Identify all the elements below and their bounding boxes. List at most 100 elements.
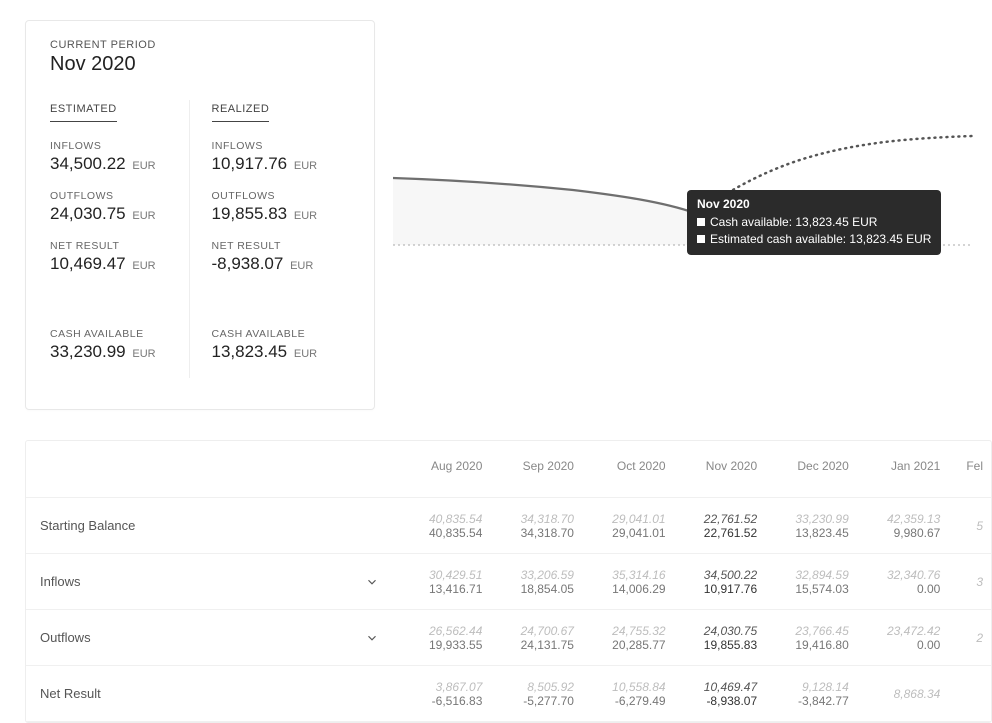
- metric-number: -8,938.07: [212, 254, 284, 273]
- cell-realized: -6,279.49: [582, 694, 666, 708]
- current-period-label: CURRENT PERIOD: [50, 39, 350, 51]
- cell-estimated: 34,500.22: [674, 568, 758, 582]
- cash-chart[interactable]: Nov 2020 Cash available: 13,823.45 EUR E…: [393, 20, 992, 410]
- table-cell: 42,359.139,980.67: [857, 498, 949, 554]
- table-cell: 33,206.5918,854.05: [490, 554, 582, 610]
- metric-label: CASH AVAILABLE: [212, 328, 351, 340]
- realized-cash-available: CASH AVAILABLE 13,823.45 EUR: [212, 328, 351, 362]
- row-label: Starting Balance: [26, 498, 399, 554]
- table-row: Starting Balance40,835.5440,835.5434,318…: [26, 498, 991, 554]
- cell-realized: 19,416.80: [765, 638, 849, 652]
- cell-estimated: 40,835.54: [399, 512, 483, 526]
- metric-currency: EUR: [290, 260, 313, 272]
- table-cell: 23,472.420.00: [857, 610, 949, 666]
- metric-number: 34,500.22: [50, 154, 126, 173]
- table-cell: 23,766.4519,416.80: [765, 610, 857, 666]
- current-period-card: CURRENT PERIOD Nov 2020 ESTIMATED INFLOW…: [25, 20, 375, 410]
- metric-label: INFLOWS: [50, 140, 189, 152]
- estimated-column: ESTIMATED INFLOWS 34,500.22 EUR OUTFLOWS…: [50, 100, 189, 378]
- metric-value: 10,469.47 EUR: [50, 254, 189, 274]
- current-period-value: Nov 2020: [50, 53, 350, 76]
- metric-label: NET RESULT: [50, 240, 189, 252]
- table-cell: 29,041.0129,041.01: [582, 498, 674, 554]
- metric-number: 33,230.99: [50, 342, 126, 361]
- cell-estimated: 9,128.14: [765, 680, 849, 694]
- realized-inflows: INFLOWS 10,917.76 EUR: [212, 140, 351, 174]
- table-column-header: Dec 2020: [765, 441, 857, 498]
- cell-realized: 10,917.76: [674, 582, 758, 596]
- cell-estimated: 2: [948, 631, 983, 645]
- cell-realized: -5,277.70: [490, 694, 574, 708]
- metric-currency: EUR: [132, 160, 155, 172]
- table-cell: 22,761.5222,761.52: [674, 498, 766, 554]
- forecast-table: Aug 2020Sep 2020Oct 2020Nov 2020Dec 2020…: [25, 440, 992, 723]
- table-row: Inflows30,429.5113,416.7133,206.5918,854…: [26, 554, 991, 610]
- cell-realized: 24,131.75: [490, 638, 574, 652]
- metric-currency: EUR: [132, 348, 155, 360]
- chevron-down-icon[interactable]: [365, 631, 379, 645]
- cell-realized: 40,835.54: [399, 526, 483, 540]
- estimated-outflows: OUTFLOWS 24,030.75 EUR: [50, 190, 189, 224]
- cell-estimated: 5: [948, 519, 983, 533]
- table-cell: 10,558.84-6,279.49: [582, 666, 674, 722]
- metric-currency: EUR: [132, 260, 155, 272]
- metric-currency: EUR: [294, 210, 317, 222]
- metric-currency: EUR: [294, 348, 317, 360]
- cell-estimated: 26,562.44: [399, 624, 483, 638]
- cell-realized: -8,938.07: [674, 694, 758, 708]
- metric-number: 13,823.45: [212, 342, 288, 361]
- metric-value: 13,823.45 EUR: [212, 342, 351, 362]
- cell-estimated: 35,314.16: [582, 568, 666, 582]
- cell-realized: 9,980.67: [857, 526, 941, 540]
- cell-estimated: 24,700.67: [490, 624, 574, 638]
- cell-realized: 13,416.71: [399, 582, 483, 596]
- table-column-header: Oct 2020: [582, 441, 674, 498]
- cell-realized: 20,285.77: [582, 638, 666, 652]
- table-cell: [948, 666, 991, 722]
- row-label[interactable]: Outflows: [26, 610, 399, 666]
- cell-realized: 0.00: [857, 638, 941, 652]
- metric-label: OUTFLOWS: [212, 190, 351, 202]
- table-cell: 34,500.2210,917.76: [674, 554, 766, 610]
- table-cell: 8,868.34: [857, 666, 949, 722]
- chart-dotted-line: [693, 136, 973, 216]
- cell-estimated: 32,340.76: [857, 568, 941, 582]
- row-label[interactable]: Inflows: [26, 554, 399, 610]
- metric-label: CASH AVAILABLE: [50, 328, 189, 340]
- metric-value: 34,500.22 EUR: [50, 154, 189, 174]
- estimated-cash-available: CASH AVAILABLE 33,230.99 EUR: [50, 328, 189, 362]
- table-cell: 30,429.5113,416.71: [399, 554, 491, 610]
- metric-value: 19,855.83 EUR: [212, 204, 351, 224]
- table-cell: 32,894.5915,574.03: [765, 554, 857, 610]
- chevron-down-icon[interactable]: [365, 575, 379, 589]
- cell-realized: -3,842.77: [765, 694, 849, 708]
- table-cell: 33,230.9913,823.45: [765, 498, 857, 554]
- table-cell: 35,314.1614,006.29: [582, 554, 674, 610]
- cell-realized: 15,574.03: [765, 582, 849, 596]
- table-cell: 8,505.92-5,277.70: [490, 666, 582, 722]
- table-column-header: Aug 2020: [399, 441, 491, 498]
- cell-realized: 19,933.55: [399, 638, 483, 652]
- metric-number: 19,855.83: [212, 204, 288, 223]
- table-column-header: Fel: [948, 441, 991, 498]
- table-cell: 24,700.6724,131.75: [490, 610, 582, 666]
- table-row: Outflows26,562.4419,933.55 24,700.6724,13…: [26, 610, 991, 666]
- cell-realized: 22,761.52: [674, 526, 758, 540]
- cell-estimated: 23,766.45: [765, 624, 849, 638]
- table-column-header: Sep 2020: [490, 441, 582, 498]
- cell-estimated: 30,429.51: [399, 568, 483, 582]
- cell-estimated: 8,505.92: [490, 680, 574, 694]
- cell-realized: -6,516.83: [399, 694, 483, 708]
- table-cell: 24,755.3220,285.77: [582, 610, 674, 666]
- estimated-header: ESTIMATED: [50, 103, 117, 122]
- estimated-inflows: INFLOWS 34,500.22 EUR: [50, 140, 189, 174]
- table-column-header: Jan 2021: [857, 441, 949, 498]
- metric-label: OUTFLOWS: [50, 190, 189, 202]
- cell-realized: 14,006.29: [582, 582, 666, 596]
- cell-estimated: 24,755.32: [582, 624, 666, 638]
- estimated-net-result: NET RESULT 10,469.47 EUR: [50, 240, 189, 274]
- cell-estimated: 22,761.52: [674, 512, 758, 526]
- metric-value: 33,230.99 EUR: [50, 342, 189, 362]
- cell-realized: 29,041.01: [582, 526, 666, 540]
- table-rowhdr-blank: [26, 441, 399, 498]
